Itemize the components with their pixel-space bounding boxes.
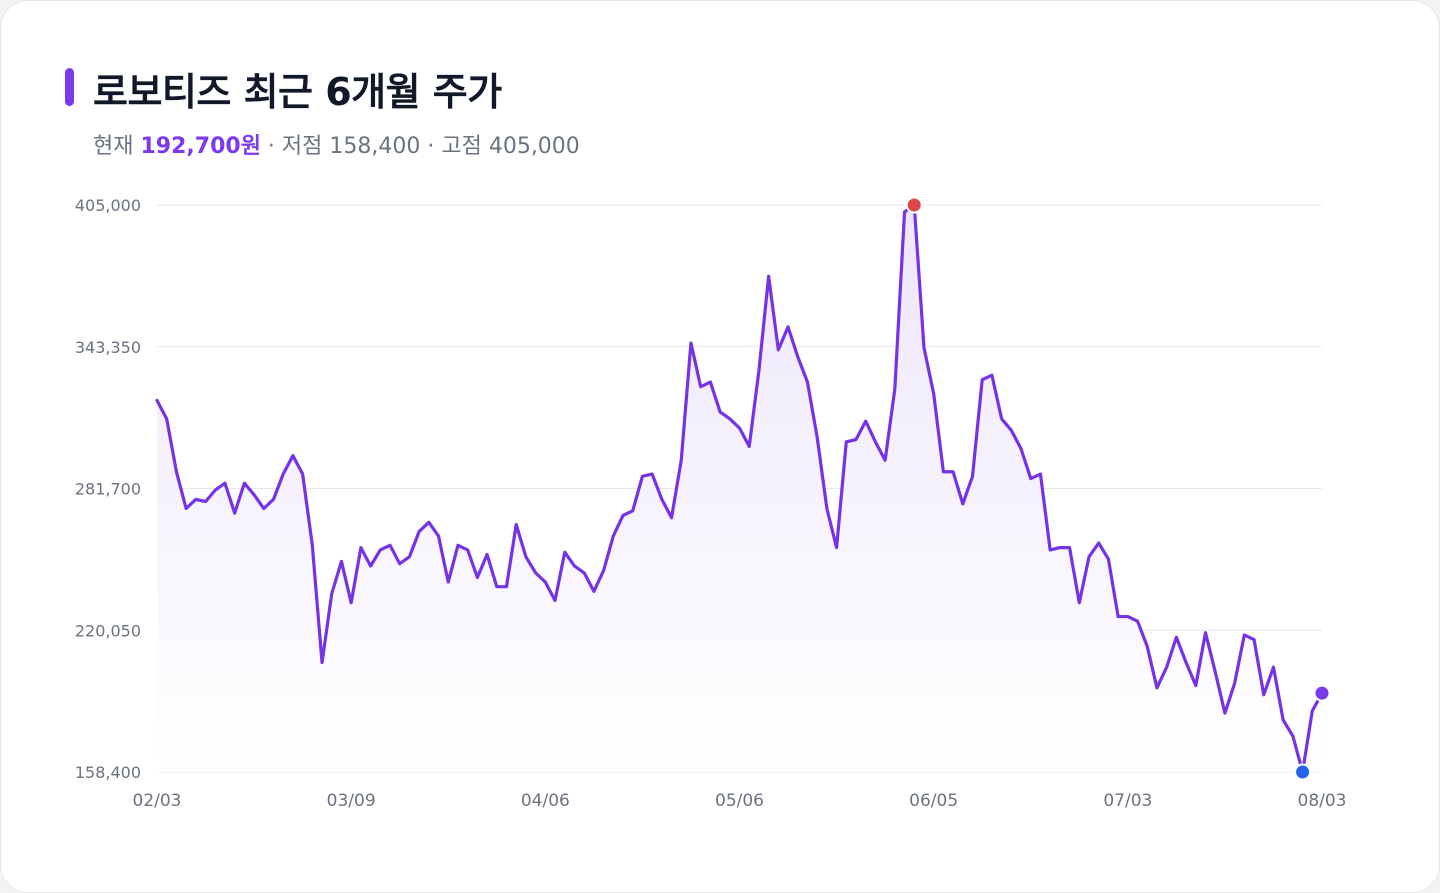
current-marker [1313,684,1331,702]
high-marker [905,196,923,214]
y-tick-label: 405,000 [75,196,141,215]
x-tick-label: 05/06 [715,791,764,811]
y-tick-label: 220,050 [75,621,141,640]
markers [905,196,1331,781]
y-axis: 405,000 343,350 281,700 220,050 158,400 [75,196,141,782]
current-label: 현재 [93,134,134,159]
high-price: · 고점 405,000 [420,134,580,159]
price-area [157,205,1322,772]
x-tick-label: 04/06 [521,791,570,811]
low-price: · 저점 158,400 [260,134,421,159]
y-tick-label: 281,700 [75,480,141,499]
x-axis: 02/03 03/09 04/06 05/06 06/05 07/03 08/03 [133,791,1347,811]
x-tick-label: 02/03 [133,791,182,811]
y-tick-label: 343,350 [75,338,141,357]
current-price: 192,700원 [140,134,261,159]
x-tick-label: 03/09 [327,791,376,811]
price-line [155,203,1324,774]
low-marker [1294,763,1312,781]
y-tick-label: 158,400 [75,763,141,782]
x-tick-label: 08/03 [1298,791,1347,811]
chart-subtitle: 현재 192,700원 · 저점 158,400 · 고점 405,000 [93,128,580,160]
x-tick-label: 07/03 [1103,791,1152,811]
chart-title: 로보티즈 최근 6개월 주가 [93,70,502,114]
title-accent-bar [65,68,74,106]
x-tick-label: 06/05 [909,791,958,811]
